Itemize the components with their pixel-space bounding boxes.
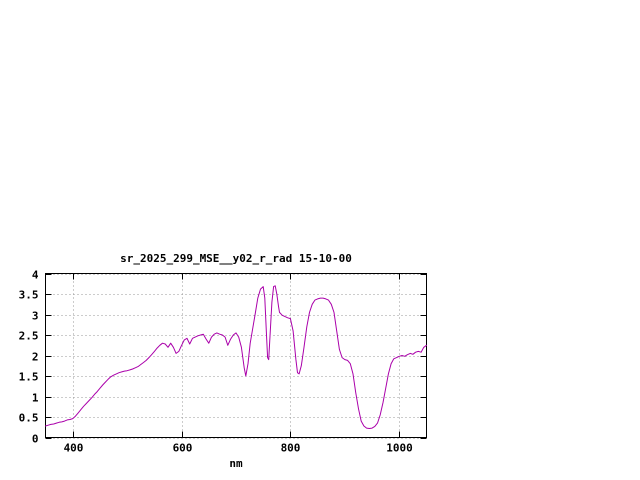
y-axis-tick-label: 3.5: [19, 289, 39, 302]
x-axis-tick-label: 1000: [386, 442, 413, 455]
y-axis-tick-label: 2: [32, 351, 39, 364]
x-axis-tick-label: 400: [64, 442, 84, 455]
plot-border: [45, 273, 427, 438]
tick-layer: [45, 273, 427, 439]
x-axis-label: nm: [229, 457, 243, 470]
y-axis-tick-label: 4: [32, 269, 39, 282]
chart-title: sr_2025_299_MSE__y02_r_rad 15-10-00: [120, 252, 352, 265]
x-axis-tick-label: 800: [281, 442, 301, 455]
x-axis-tick-label: 600: [173, 442, 193, 455]
axis-label-layer: 400 600 800 1000 0 0.5 1 1.5 2 2.5 3 3.5 4: [19, 269, 413, 455]
y-axis-tick-label: 2.5: [19, 330, 39, 343]
y-axis-tick-label: 1.5: [19, 371, 39, 384]
y-axis-tick-label: 3: [32, 310, 39, 323]
grid-layer: [45, 273, 427, 439]
series-layer: [45, 285, 427, 429]
y-axis-tick-label: 1: [32, 392, 39, 405]
y-axis-tick-label: 0: [32, 433, 39, 446]
series-line: [45, 285, 427, 429]
y-axis-tick-label: 0.5: [19, 412, 39, 425]
